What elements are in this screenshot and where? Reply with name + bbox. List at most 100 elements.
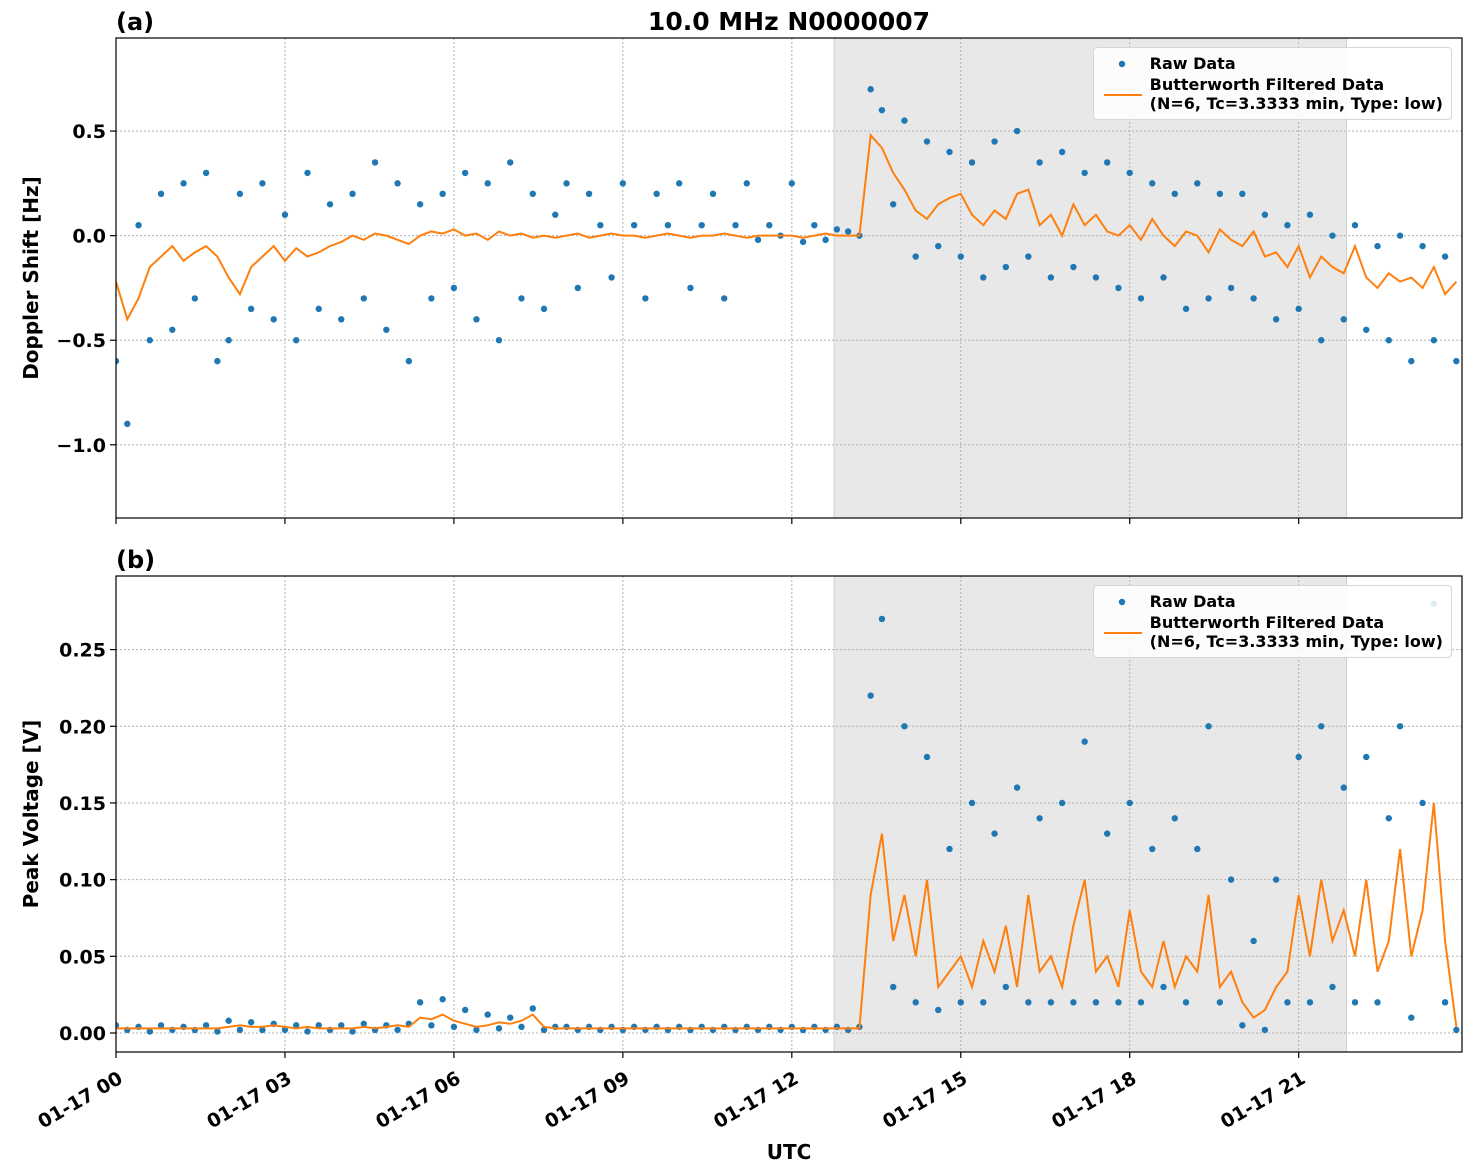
x-tick-label: 01-17 15 <box>879 1067 971 1133</box>
axes-frame <box>115 575 1463 1053</box>
raw-point <box>1329 983 1336 991</box>
raw-point <box>968 159 976 166</box>
y-axis-label: Doppler Shift [Hz] <box>19 176 43 380</box>
x-tick-label: 01-17 03 <box>203 1067 295 1133</box>
raw-point <box>461 1006 469 1014</box>
raw-point <box>473 316 480 323</box>
raw-point <box>687 284 694 292</box>
raw-point <box>1408 357 1415 365</box>
raw-point <box>1070 999 1077 1006</box>
y-tick-label: 0.00 <box>59 1023 106 1045</box>
raw-point <box>540 1026 548 1034</box>
raw-point <box>878 106 886 114</box>
raw-point <box>1441 999 1449 1006</box>
raw-point <box>980 999 987 1006</box>
raw-point <box>991 830 998 837</box>
raw-point <box>326 201 334 208</box>
y-tick-label: 0.5 <box>72 121 106 143</box>
raw-point <box>1160 274 1167 281</box>
raw-point <box>1149 845 1156 853</box>
legend-label: Raw Data <box>1149 592 1236 611</box>
raw-point <box>1092 999 1100 1006</box>
x-tick-label: 01-17 12 <box>710 1067 802 1133</box>
raw-point <box>754 236 762 244</box>
raw-point <box>619 180 627 187</box>
raw-point <box>1205 723 1212 730</box>
legend-label: Butterworth Filtered Data (N=6, Tc=3.333… <box>1149 75 1443 113</box>
raw-point <box>428 1022 435 1029</box>
raw-point <box>360 295 367 302</box>
raw-point <box>293 1022 300 1029</box>
raw-point <box>1137 999 1145 1006</box>
raw-point <box>428 295 435 302</box>
raw-point <box>1171 815 1178 822</box>
x-axis-label: UTC <box>767 1140 812 1164</box>
raw-point <box>1160 983 1167 991</box>
raw-point <box>383 326 390 333</box>
raw-point <box>1272 876 1280 883</box>
raw-point <box>315 305 322 313</box>
raw-point <box>811 221 818 229</box>
raw-point <box>709 190 717 198</box>
raw-point <box>1103 159 1111 166</box>
raw-point <box>1351 999 1359 1006</box>
raw-point <box>1374 242 1381 250</box>
raw-point <box>901 723 908 730</box>
y-tick-label: −1.0 <box>56 435 106 457</box>
raw-point <box>507 159 514 166</box>
raw-point <box>799 238 807 246</box>
raw-point <box>991 138 998 145</box>
raw-point <box>1419 799 1426 807</box>
raw-point <box>935 1006 942 1014</box>
raw-point <box>281 1026 289 1034</box>
raw-point <box>202 169 210 177</box>
raw-point <box>394 180 401 187</box>
raw-point <box>247 1019 255 1026</box>
raw-point <box>146 1028 153 1035</box>
raw-point <box>653 190 660 198</box>
raw-point <box>1284 221 1291 229</box>
raw-point <box>1036 815 1043 822</box>
panel-label: (b) <box>116 546 155 574</box>
raw-point <box>1430 337 1438 344</box>
y-tick-label: 0.10 <box>59 870 106 892</box>
raw-point <box>484 180 491 187</box>
raw-point <box>1272 316 1280 323</box>
raw-point <box>766 221 773 229</box>
raw-point <box>1408 1014 1415 1021</box>
raw-point <box>225 337 232 344</box>
legend-entry: Raw Data <box>1102 54 1443 73</box>
raw-point <box>1306 211 1314 218</box>
raw-point <box>191 295 199 302</box>
raw-point <box>507 1014 514 1021</box>
raw-point <box>980 274 987 281</box>
raw-point <box>1385 337 1392 344</box>
filtered-line <box>116 132 1458 322</box>
raw-point <box>473 1026 480 1034</box>
raw-point <box>1025 253 1032 260</box>
raw-point <box>1318 723 1325 730</box>
raw-point <box>214 357 221 365</box>
y-tick-label: −0.5 <box>56 330 106 352</box>
raw-point <box>833 226 841 233</box>
raw-point <box>1081 738 1088 745</box>
raw-point <box>1115 999 1122 1006</box>
y-tick-label: 0.15 <box>59 793 106 815</box>
raw-point <box>552 211 559 218</box>
raw-point <box>721 295 728 302</box>
raw-point <box>1070 263 1077 271</box>
raw-point <box>946 148 953 156</box>
raw-point <box>540 305 548 313</box>
legend: Raw Data Butterworth Filtered Data (N=6, … <box>1092 47 1452 120</box>
legend-key <box>1103 94 1142 96</box>
raw-point <box>1194 180 1201 187</box>
raw-point <box>1250 295 1257 302</box>
raw-point <box>1239 1022 1246 1029</box>
legend-entry: Butterworth Filtered Data (N=6, Tc=3.333… <box>1102 613 1443 651</box>
raw-point <box>439 190 446 198</box>
raw-point <box>169 326 176 333</box>
raw-point <box>597 221 604 229</box>
raw-point <box>901 117 908 124</box>
raw-point <box>889 201 897 208</box>
legend-entry: Butterworth Filtered Data (N=6, Tc=3.333… <box>1102 75 1443 113</box>
